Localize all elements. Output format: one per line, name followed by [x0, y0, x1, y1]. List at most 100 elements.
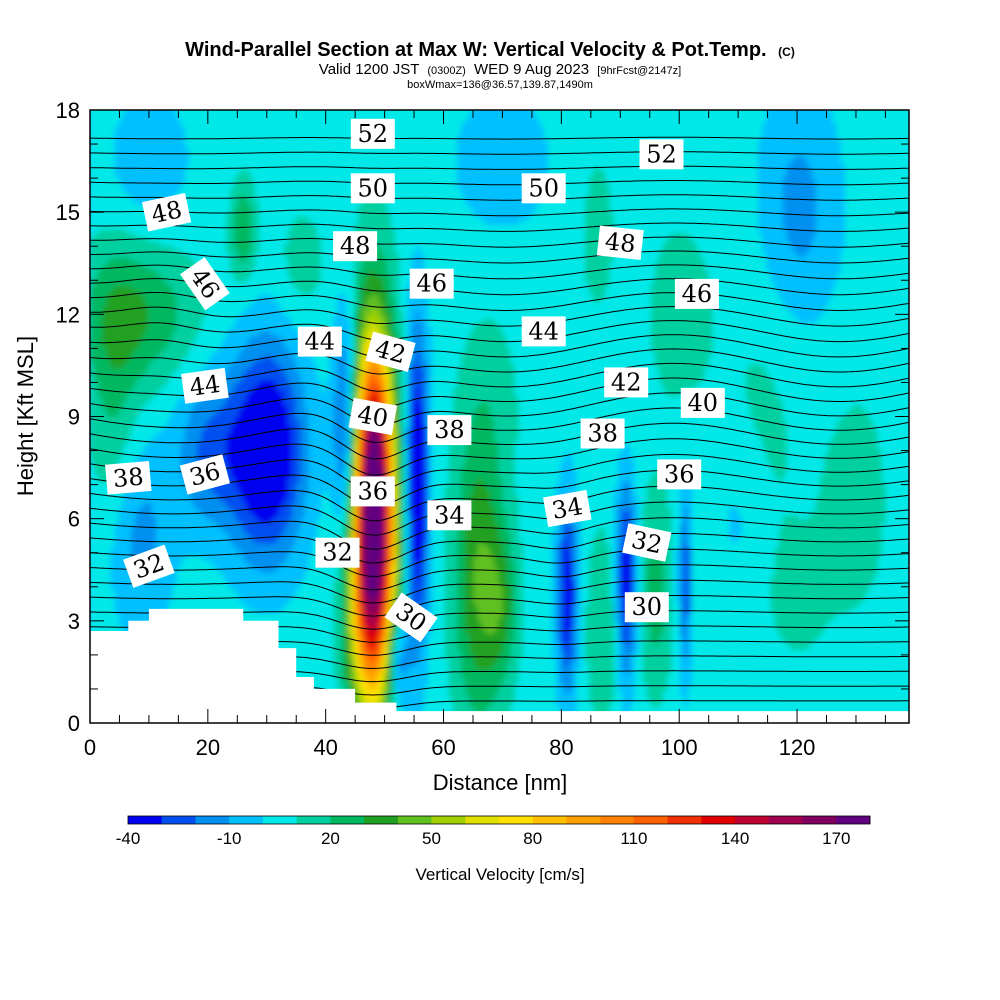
- velocity-cell: [102, 143, 107, 148]
- velocity-cell: [218, 237, 223, 242]
- velocity-cell: [131, 519, 136, 524]
- velocity-cell: [131, 539, 136, 544]
- velocity-cell: [173, 233, 178, 238]
- velocity-cell: [107, 122, 112, 127]
- velocity-cell: [218, 167, 223, 172]
- velocity-cell: [222, 404, 227, 409]
- velocity-cell: [135, 216, 140, 221]
- velocity-cell: [131, 208, 136, 213]
- velocity-cell: [197, 208, 202, 213]
- velocity-cell: [127, 220, 132, 225]
- velocity-cell: [115, 130, 120, 135]
- velocity-cell: [168, 139, 173, 144]
- velocity-cell: [214, 200, 219, 205]
- velocity-cell: [140, 286, 145, 291]
- velocity-cell: [168, 551, 173, 556]
- velocity-cell: [107, 372, 112, 377]
- velocity-cell: [115, 143, 120, 148]
- velocity-cell: [185, 347, 190, 352]
- velocity-cell: [168, 126, 173, 131]
- velocity-cell: [144, 449, 149, 454]
- velocity-cell: [210, 335, 215, 340]
- velocity-cell: [115, 613, 120, 618]
- velocity-cell: [131, 302, 136, 307]
- velocity-cell: [222, 449, 227, 454]
- velocity-cell: [144, 290, 149, 295]
- velocity-cell: [152, 184, 157, 189]
- velocity-cell: [160, 139, 165, 144]
- velocity-cell: [206, 417, 211, 422]
- velocity-cell: [156, 351, 161, 356]
- velocity-cell: [185, 543, 190, 548]
- velocity-cell: [210, 114, 215, 119]
- velocity-cell: [214, 490, 219, 495]
- velocity-cell: [197, 535, 202, 540]
- velocity-cell: [222, 547, 227, 552]
- velocity-cell: [214, 323, 219, 328]
- velocity-cell: [214, 531, 219, 536]
- velocity-cell: [222, 208, 227, 213]
- velocity-cell: [119, 400, 124, 405]
- velocity-cell: [119, 130, 124, 135]
- velocity-cell: [98, 335, 103, 340]
- velocity-cell: [164, 229, 169, 234]
- velocity-cell: [127, 412, 132, 417]
- velocity-cell: [197, 404, 202, 409]
- velocity-cell: [152, 139, 157, 144]
- velocity-cell: [115, 396, 120, 401]
- velocity-cell: [123, 588, 128, 593]
- velocity-cell: [94, 466, 99, 471]
- velocity-cell: [152, 506, 157, 511]
- velocity-cell: [135, 339, 140, 344]
- velocity-cell: [152, 363, 157, 368]
- velocity-cell: [152, 478, 157, 483]
- velocity-cell: [185, 192, 190, 197]
- velocity-cell: [111, 126, 116, 131]
- velocity-cell: [214, 363, 219, 368]
- velocity-cell: [181, 245, 186, 250]
- velocity-cell: [189, 412, 194, 417]
- velocity-cell: [127, 376, 132, 381]
- velocity-cell: [181, 572, 186, 577]
- velocity-cell: [135, 274, 140, 279]
- velocity-cell: [119, 331, 124, 336]
- velocity-cell: [127, 417, 132, 422]
- velocity-cell: [173, 576, 178, 581]
- velocity-cell: [102, 118, 107, 123]
- velocity-cell: [206, 245, 211, 250]
- velocity-cell: [131, 147, 136, 152]
- velocity-cell: [148, 429, 153, 434]
- velocity-cell: [119, 359, 124, 364]
- velocity-cell: [160, 523, 165, 528]
- velocity-cell: [218, 560, 223, 565]
- velocity-cell: [111, 621, 116, 626]
- velocity-cell: [135, 519, 140, 524]
- velocity-cell: [201, 208, 206, 213]
- velocity-cell: [135, 318, 140, 323]
- velocity-cell: [168, 494, 173, 499]
- velocity-cell: [135, 449, 140, 454]
- velocity-cell: [111, 560, 116, 565]
- velocity-cell: [164, 351, 169, 356]
- velocity-cell: [164, 535, 169, 540]
- velocity-cell: [173, 175, 178, 180]
- velocity-cell: [144, 269, 149, 274]
- velocity-cell: [177, 531, 182, 536]
- velocity-cell: [168, 188, 173, 193]
- velocity-cell: [156, 139, 161, 144]
- velocity-cell: [98, 220, 103, 225]
- velocity-cell: [148, 421, 153, 426]
- velocity-cell: [135, 175, 140, 180]
- velocity-cell: [111, 417, 116, 422]
- velocity-cell: [189, 355, 194, 360]
- velocity-cell: [222, 278, 227, 283]
- velocity-cell: [102, 368, 107, 373]
- velocity-cell: [102, 323, 107, 328]
- velocity-cell: [164, 441, 169, 446]
- velocity-cell: [123, 417, 128, 422]
- velocity-cell: [218, 547, 223, 552]
- velocity-cell: [189, 159, 194, 164]
- velocity-cell: [140, 314, 145, 319]
- velocity-cell: [115, 560, 120, 565]
- velocity-cell: [197, 494, 202, 499]
